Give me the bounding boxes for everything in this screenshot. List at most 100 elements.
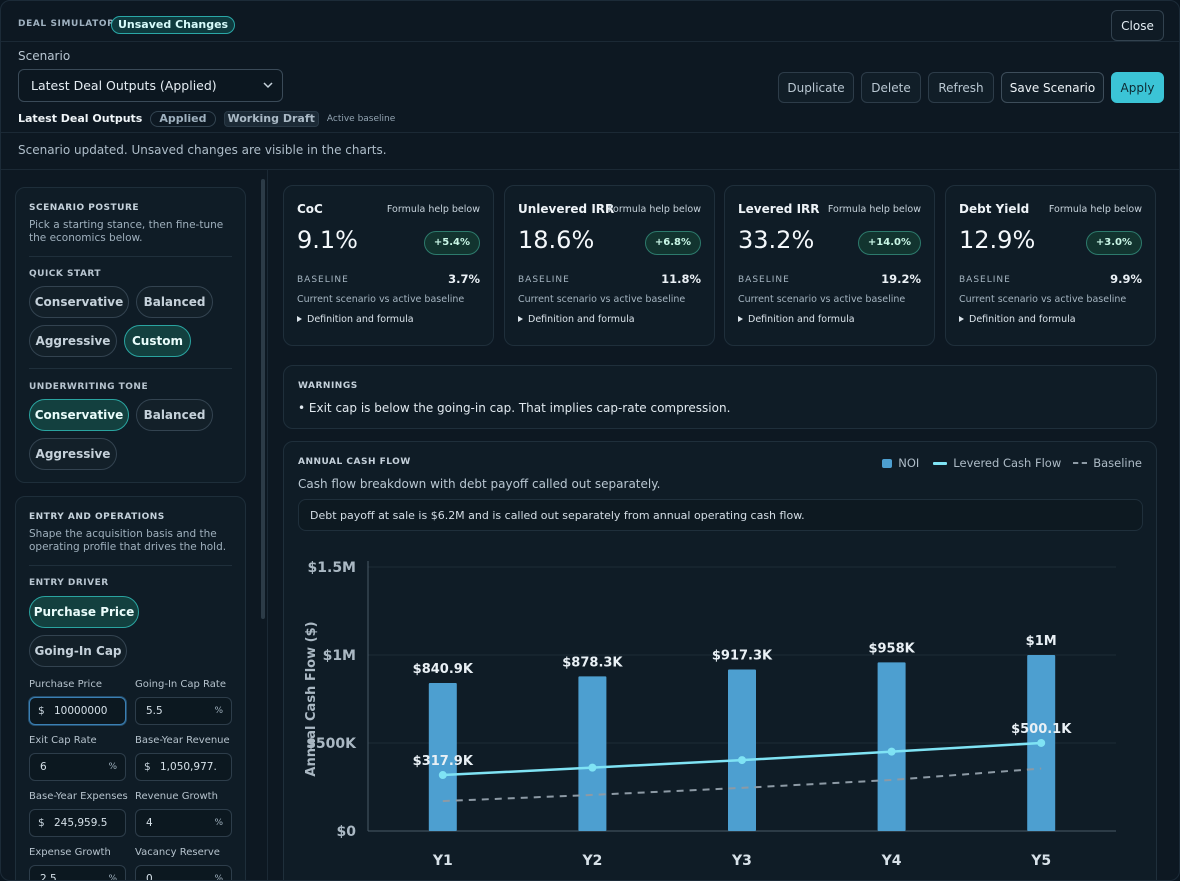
definition-toggle[interactable]: Definition and formula [518,314,635,325]
metric-value: 9.1% [297,226,358,254]
definition-label: Definition and formula [528,314,635,325]
definition-toggle[interactable]: Definition and formula [959,314,1076,325]
main-panel: CoC Formula help below 9.1% +5.4% BASELI… [269,170,1179,880]
refresh-button[interactable]: Refresh [928,72,994,103]
exit-cap-input[interactable]: 6 % [29,753,126,781]
comparison-note: Current scenario vs active baseline [738,294,906,305]
warnings-title: WARNINGS [298,381,358,391]
driver-going-in-cap[interactable]: Going-In Cap [29,635,127,667]
levered-point [1037,738,1046,747]
disclosure-triangle-icon [518,316,523,322]
chevron-down-icon [263,82,273,89]
percent-suffix: % [108,762,117,772]
x-tick-label: Y5 [1030,853,1051,869]
bar-data-label: $958K [868,641,915,656]
exit-cap-label: Exit Cap Rate [29,735,97,746]
metric-value: 33.2% [738,226,815,254]
driver-purchase-price[interactable]: Purchase Price [29,596,139,628]
save-scenario-button[interactable]: Save Scenario [1001,72,1104,103]
y-axis-label: Annual Cash Flow ($) [304,621,319,776]
divider [29,565,232,566]
quick-start-aggressive[interactable]: Aggressive [29,325,117,357]
input-value: 10000000 [54,705,108,717]
x-tick-label: Y1 [432,853,453,869]
metric-name: CoC [297,202,323,216]
y-tick-label: $1M [323,648,356,664]
tab-working-draft[interactable]: Working Draft [223,110,319,127]
baseline-value: 11.8% [661,272,701,286]
input-value: 2.5 [40,873,57,881]
formula-help-link[interactable]: Formula help below [607,204,701,215]
comparison-note: Current scenario vs active baseline [959,294,1127,305]
quick-start-balanced[interactable]: Balanced [136,286,213,318]
revenue-growth-label: Revenue Growth [135,791,218,802]
quick-start-conservative[interactable]: Conservative [29,286,129,318]
baseline-label: BASELINE [297,275,349,285]
card-title: SCENARIO POSTURE [29,203,140,213]
delta-badge: +5.4% [423,231,480,255]
quick-start-custom[interactable]: Custom [124,325,191,357]
scenario-select[interactable]: Latest Deal Outputs (Applied) [18,69,283,102]
input-value: 5.5 [146,705,163,717]
chart-title: ANNUAL CASH FLOW [298,457,411,467]
scenario-tabs: Latest Deal Outputs Applied Working Draf… [18,110,395,127]
purchase-price-input[interactable]: $ 10000000 [29,697,126,725]
sidebar-scrollbar[interactable] [261,179,265,619]
baseline-value: 19.2% [881,272,921,286]
base-revenue-input[interactable]: $ 1,050,977. [135,753,232,781]
input-value: 245,959.5 [54,817,108,829]
baseline-line [442,767,1042,803]
formula-help-link[interactable]: Formula help below [1048,204,1142,215]
definition-toggle[interactable]: Definition and formula [297,314,414,325]
going-in-cap-input[interactable]: 5.5 % [135,697,232,725]
comparison-note: Current scenario vs active baseline [518,294,686,305]
active-baseline-note: Active baseline [326,113,396,124]
definition-label: Definition and formula [969,314,1076,325]
metric-card-coc: CoC Formula help below 9.1% +5.4% BASELI… [283,185,494,346]
levered-point [738,756,746,765]
revenue-growth-input[interactable]: 4 % [135,809,232,837]
underwriting-tone-label: UNDERWRITING TONE [29,382,149,392]
warning-item: • Exit cap is below the going-in cap. Th… [298,401,731,415]
warnings-card: WARNINGS • Exit cap is below the going-i… [283,365,1157,429]
entry-operations-card: ENTRY AND OPERATIONS Shape the acquisiti… [15,496,246,881]
input-value: 6 [40,761,47,773]
chart-subtitle: Cash flow breakdown with debt payoff cal… [298,477,661,491]
vacancy-reserve-input[interactable]: 0 % [135,865,232,881]
duplicate-button[interactable]: Duplicate [778,72,854,103]
formula-help-link[interactable]: Formula help below [827,204,921,215]
baseline-value: 9.9% [1110,272,1142,286]
tab-latest-deal-outputs[interactable]: Latest Deal Outputs [18,112,143,125]
debt-payoff-note: Debt payoff at sale is $6.2M and is call… [298,499,1143,531]
tab-applied[interactable]: Applied [150,110,216,127]
annual-cash-flow-card: ANNUAL CASH FLOW Cash flow breakdown wit… [283,441,1157,880]
close-button[interactable]: Close [1111,10,1164,41]
metric-card-unlevered-irr: Unlevered IRR Formula help below 18.6% +… [504,185,715,346]
disclosure-triangle-icon [738,316,743,322]
formula-help-link[interactable]: Formula help below [386,204,480,215]
baseline-label: BASELINE [738,275,790,285]
status-divider [1,169,1179,170]
definition-label: Definition and formula [307,314,414,325]
base-expenses-input[interactable]: $ 245,959.5 [29,809,126,837]
expense-growth-input[interactable]: 2.5 % [29,865,126,881]
scenario-select-value: Latest Deal Outputs (Applied) [31,78,217,93]
apply-button[interactable]: Apply [1111,72,1164,103]
delete-button[interactable]: Delete [861,72,921,103]
metric-value: 12.9% [959,226,1036,254]
definition-toggle[interactable]: Definition and formula [738,314,855,325]
legend-label-noi: NOI [898,456,920,470]
scenario-posture-card: SCENARIO POSTURE Pick a starting stance,… [15,187,246,483]
baseline-label: BASELINE [959,275,1011,285]
card-subtitle: Shape the acquisition basis and the oper… [29,528,227,553]
tone-conservative[interactable]: Conservative [29,399,129,431]
going-in-cap-label: Going-In Cap Rate [135,679,226,690]
percent-suffix: % [214,874,223,881]
metric-name: Debt Yield [959,202,1030,216]
cash-flow-chart: $0 $500K $1M $1.5M Annual Cash Flow ($) $840.… [304,560,1116,869]
card-subtitle: Pick a starting stance, then fine-tune t… [29,219,224,244]
tone-aggressive[interactable]: Aggressive [29,438,117,470]
bar-noi [578,676,607,831]
tone-balanced[interactable]: Balanced [136,399,213,431]
levered-point [588,763,597,772]
